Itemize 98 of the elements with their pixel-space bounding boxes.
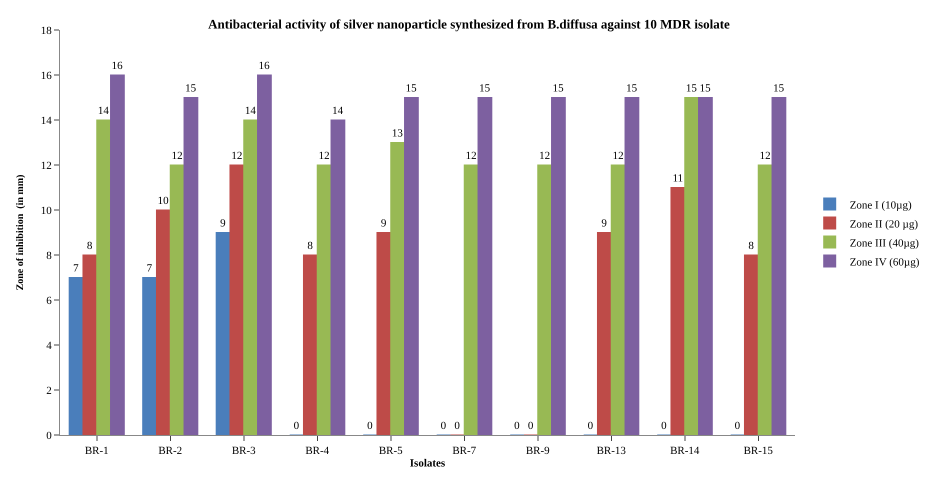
data-label: 15 [773, 82, 785, 94]
bar [478, 97, 492, 435]
y-tick-label: 2 [46, 384, 52, 397]
data-label: 0 [588, 420, 594, 432]
bar [257, 74, 272, 435]
data-label: 0 [514, 420, 520, 432]
data-label: 16 [112, 60, 124, 72]
data-label: 12 [231, 150, 242, 162]
data-label: 10 [158, 195, 170, 207]
bar [596, 232, 612, 435]
y-tick-label: 0 [46, 430, 52, 442]
bar [156, 210, 171, 435]
bar [758, 164, 773, 435]
legend-label: Zone I (10µg) [850, 199, 912, 212]
data-label: 15 [700, 82, 712, 94]
x-tick-label: BR-2 [158, 445, 182, 458]
bar [537, 164, 552, 435]
data-label: 8 [86, 240, 93, 252]
bar [302, 254, 318, 435]
data-label: 0 [440, 420, 447, 432]
data-label: 15 [185, 82, 197, 94]
bar [698, 97, 713, 435]
data-label: 12 [760, 150, 771, 162]
bar [772, 97, 786, 435]
bar [170, 164, 185, 435]
y-tick-label: 18 [40, 24, 52, 37]
data-label: 15 [479, 82, 491, 94]
data-label: 12 [172, 150, 183, 162]
bar [82, 254, 98, 435]
bar [330, 120, 346, 435]
data-label: 7 [146, 262, 153, 274]
bar [96, 120, 112, 435]
x-tick-label: BR-4 [305, 445, 330, 458]
bar [551, 97, 566, 435]
chart-title: Antibacterial activity of silver nanoparticle synthesized from B.diffusa against 10 MDR isolate [208, 16, 730, 32]
x-tick-label: BR-3 [232, 445, 256, 458]
bar [184, 97, 198, 435]
x-tick-label: BR-1 [84, 445, 109, 458]
data-label: 0 [661, 420, 668, 432]
bar [142, 277, 157, 435]
bar [684, 97, 700, 435]
data-label: 0 [294, 420, 300, 432]
y-axis-title: Zone of inhibition (in mm) [14, 174, 26, 290]
data-label: 0 [528, 420, 534, 432]
bar [68, 277, 84, 435]
bar [390, 142, 406, 435]
bar [376, 232, 392, 435]
y-tick-label: 8 [46, 250, 52, 262]
data-label: 16 [258, 60, 270, 72]
bar [744, 254, 759, 435]
legend-label: Zone IV (60µg) [850, 256, 920, 268]
y-tick-label: 12 [40, 160, 52, 172]
data-label: 9 [380, 218, 387, 230]
legend-label: Zone II (20 µg) [850, 218, 918, 230]
bar [316, 164, 332, 435]
data-label: 12 [539, 150, 550, 162]
x-tick-label: BR-7 [452, 445, 477, 458]
bar [610, 164, 626, 435]
data-label: 11 [672, 172, 684, 184]
data-label: 15 [626, 82, 638, 94]
data-label: 0 [367, 420, 374, 432]
data-label: 9 [601, 218, 608, 230]
data-label: 12 [466, 150, 477, 162]
bar [110, 74, 125, 435]
data-label: 0 [454, 420, 460, 432]
legend-label: Zone III (40µg) [850, 237, 920, 250]
bar [243, 120, 258, 435]
x-tick-label: BR-9 [526, 445, 550, 458]
data-label: 12 [612, 150, 624, 162]
bar [670, 187, 686, 435]
bar [229, 164, 244, 435]
x-tick-label: BR-5 [378, 445, 404, 458]
data-label: 14 [332, 105, 344, 117]
data-label: 7 [73, 262, 80, 274]
y-tick-label: 16 [40, 70, 52, 82]
data-label: 9 [220, 218, 226, 230]
data-label: 12 [318, 150, 330, 162]
x-tick-label: BR-14 [670, 445, 700, 458]
bar [464, 164, 479, 435]
y-tick-label: 6 [46, 294, 52, 307]
data-label: 15 [406, 82, 418, 94]
data-label: 14 [244, 105, 256, 117]
data-label: 0 [734, 420, 741, 432]
bar [624, 97, 640, 435]
data-label: 8 [307, 240, 314, 252]
data-label: 15 [686, 82, 698, 94]
y-tick-label: 10 [40, 204, 52, 217]
x-tick-label: BR-15 [744, 445, 774, 458]
y-tick-label: 4 [46, 340, 52, 352]
data-label: 13 [392, 128, 404, 140]
bar [216, 232, 230, 435]
data-label: 14 [98, 105, 110, 117]
bar [404, 97, 419, 435]
y-tick-label: 14 [40, 114, 52, 127]
data-label: 8 [748, 240, 754, 252]
x-tick-label: BR-13 [596, 445, 626, 458]
x-axis-title: Isolates [410, 457, 446, 470]
data-label: 15 [552, 82, 564, 94]
